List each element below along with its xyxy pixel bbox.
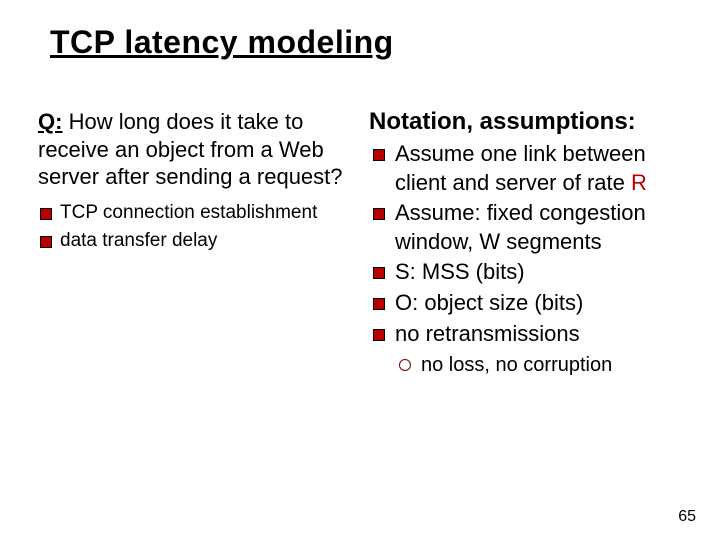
list-item: Assume: fixed congestion window, W segme… [369, 199, 682, 256]
question-text: Q: How long does it take to receive an o… [38, 108, 351, 191]
list-item: S: MSS (bits) [369, 258, 682, 287]
question-label: Q: [38, 109, 62, 134]
right-list: Assume one link between client and serve… [369, 140, 682, 378]
slide: TCP latency modeling Q: How long does it… [0, 0, 720, 540]
notation-heading: Notation, assumptions: [369, 108, 682, 136]
bullet-text: no retransmissions [395, 321, 580, 346]
list-item: O: object size (bits) [369, 289, 682, 318]
list-item: no loss, no corruption [395, 352, 682, 378]
left-sub-list: TCP connection establishment data transf… [38, 201, 351, 254]
left-column: Q: How long does it take to receive an o… [38, 108, 351, 380]
list-item: data transfer delay [38, 229, 351, 254]
page-number: 65 [678, 508, 696, 526]
right-column: Notation, assumptions: Assume one link b… [369, 108, 682, 380]
list-item: TCP connection establishment [38, 201, 351, 226]
slide-title: TCP latency modeling [50, 24, 394, 61]
list-item: Assume one link between client and serve… [369, 140, 682, 197]
list-item: no retransmissions no loss, no corruptio… [369, 320, 682, 379]
right-sub-list: no loss, no corruption [395, 352, 682, 378]
rate-R: R [631, 170, 647, 195]
slide-body: Q: How long does it take to receive an o… [38, 108, 682, 380]
bullet-text: Assume one link between client and serve… [395, 141, 646, 195]
question-body: How long does it take to receive an obje… [38, 109, 343, 189]
